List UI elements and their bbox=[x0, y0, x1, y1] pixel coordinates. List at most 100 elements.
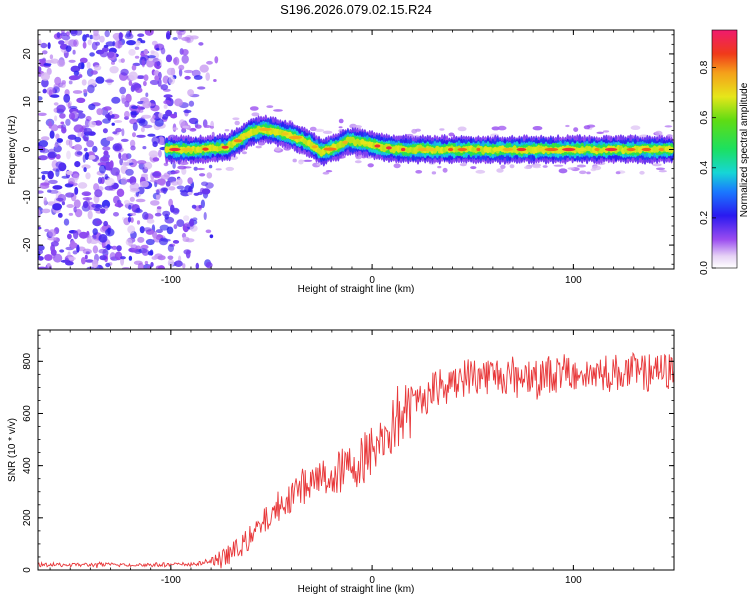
spectrogram-noise-cell bbox=[152, 141, 158, 148]
spectrogram-noise-cell bbox=[54, 115, 58, 122]
spectrogram-noise-cell bbox=[128, 204, 132, 210]
spectrogram-noise-cell bbox=[38, 112, 47, 116]
spectrogram-halo-cell bbox=[591, 165, 602, 171]
spectrogram-noise-cell bbox=[165, 54, 173, 63]
spectrogram-noise-cell bbox=[187, 191, 193, 196]
spectrogram-noise-cell bbox=[92, 228, 98, 236]
spectrogram-noise-cell bbox=[86, 68, 94, 77]
spectrogram-noise-cell bbox=[61, 34, 71, 41]
spectrogram-noise-cell bbox=[48, 179, 58, 184]
spectrogram-noise-cell bbox=[38, 266, 47, 269]
spectrogram-noise-cell bbox=[63, 218, 70, 226]
spectrogram-ylabel: Frequency (Hz) bbox=[7, 116, 18, 185]
spectrogram-noise-cell bbox=[68, 181, 74, 185]
spectrogram-noise-cell bbox=[44, 228, 50, 232]
spectrogram-noise-cell bbox=[68, 139, 73, 148]
spectrogram-noise-cell bbox=[87, 210, 93, 220]
spectrogram-noise-cell bbox=[163, 104, 168, 109]
spectrogram-noise-cell bbox=[172, 162, 176, 169]
spectrogram-halo-cell bbox=[431, 171, 437, 175]
spectrogram-noise-cell bbox=[104, 30, 110, 38]
spectrogram-halo-cell bbox=[338, 118, 344, 124]
spectrogram-halo-cell bbox=[652, 163, 662, 167]
spectrogram-ytick-label: 0 bbox=[22, 146, 33, 152]
spectrogram-ytick-label: 20 bbox=[22, 48, 33, 60]
spectrogram-noise-cell bbox=[77, 182, 88, 189]
spectrogram-noise-cell bbox=[154, 118, 164, 127]
spectrogram-noise-cell bbox=[99, 208, 106, 214]
spectrogram-noise-cell bbox=[209, 234, 214, 239]
spectrogram-noise-cell bbox=[95, 76, 105, 84]
spectrogram-noise-cell bbox=[167, 259, 175, 267]
spectrogram-noise-cell bbox=[67, 233, 72, 240]
spectrogram-noise-cell bbox=[104, 177, 115, 186]
spectrogram-noise-cell bbox=[166, 67, 175, 76]
spectrogram-noise-cell bbox=[44, 254, 53, 261]
spectrogram-noise-cell bbox=[130, 217, 134, 223]
spectrogram-noise-cell bbox=[155, 229, 163, 234]
spectrogram-peak-cell bbox=[575, 147, 587, 152]
spectrogram-peak-cell bbox=[537, 147, 546, 152]
spectrogram-noise-cell bbox=[50, 94, 60, 98]
spectrogram-noise-cell bbox=[65, 45, 72, 52]
snr-xtick-label: 100 bbox=[565, 575, 582, 586]
spectrogram-noise-cell bbox=[97, 162, 107, 167]
spectrogram-noise-cell bbox=[117, 173, 121, 182]
spectrogram-noise-cell bbox=[145, 92, 149, 98]
spectrogram-noise-cell bbox=[178, 64, 185, 71]
spectrogram-noise-cell bbox=[57, 212, 63, 218]
spectrogram-noise-cell bbox=[136, 75, 146, 79]
spectrogram-noise-cell bbox=[146, 265, 151, 269]
snr-frame bbox=[37, 329, 675, 571]
figure-title: S196.2026.079.02.15.R24 bbox=[280, 2, 432, 17]
spectrogram-noise-cell bbox=[99, 255, 108, 261]
spectrogram-halo-cell bbox=[630, 125, 641, 130]
spectrogram-noise-cell bbox=[84, 254, 88, 260]
spectrogram-noise-cell bbox=[76, 151, 83, 155]
spectrogram-noise-cell bbox=[89, 52, 95, 57]
spectrogram-noise-cell bbox=[103, 150, 109, 156]
spectrogram-noise-cell bbox=[163, 100, 171, 105]
spectrogram-noise-cell bbox=[111, 122, 115, 126]
spectrogram-noise-cell bbox=[166, 33, 171, 40]
spectrogram-noise-cell bbox=[38, 249, 44, 255]
spectrogram-noise-cell bbox=[124, 110, 130, 119]
spectrogram-noise-cell bbox=[49, 54, 54, 60]
spectrogram-noise-cell bbox=[40, 72, 51, 81]
spectrogram-noise-cell bbox=[120, 177, 128, 186]
spectrogram-peak-cell bbox=[241, 133, 252, 137]
spectrogram-noise-cell bbox=[142, 146, 147, 150]
spectrogram-ytick-label: -10 bbox=[22, 190, 33, 205]
spectrogram-noise-cell bbox=[185, 238, 195, 243]
spectrogram-noise-cell bbox=[90, 70, 98, 75]
spectrogram-halo-cell bbox=[393, 163, 401, 169]
spectrogram-noise-cell bbox=[53, 102, 59, 106]
spectrogram-noise-cell bbox=[174, 260, 183, 268]
spectrogram-noise-cell bbox=[92, 259, 99, 269]
spectrogram-noise-cell bbox=[109, 66, 119, 74]
spectrogram-noise-cell bbox=[156, 193, 161, 201]
spectrogram-noise-cell bbox=[61, 80, 66, 85]
spectrogram-noise-cell bbox=[198, 42, 204, 46]
spectrogram-noise-cell bbox=[116, 188, 125, 197]
spectrogram-noise-cell bbox=[86, 61, 91, 69]
spectrogram-noise-cell bbox=[120, 256, 126, 260]
spectrogram-noise-cell bbox=[55, 133, 60, 140]
spectrogram-noise-cell bbox=[151, 172, 161, 177]
spectrogram-halo-cell bbox=[664, 125, 673, 128]
spectrogram-noise-cell bbox=[92, 245, 99, 254]
spectrogram-noise-cell bbox=[176, 185, 185, 190]
spectrogram-noise-cell bbox=[87, 39, 92, 46]
spectrogram-noise-cell bbox=[107, 51, 115, 58]
spectrogram-noise-cell bbox=[167, 244, 174, 253]
spectrogram-noise-cell bbox=[55, 197, 64, 202]
spectrogram-halo-cell bbox=[203, 125, 212, 128]
spectrogram-noise-cell bbox=[142, 124, 153, 129]
spectrogram-halo-cell bbox=[354, 160, 362, 164]
spectrogram-halo-cell bbox=[415, 128, 421, 132]
spectrogram-noise-cell bbox=[54, 143, 59, 148]
spectrogram-noise-cell bbox=[38, 209, 41, 218]
spectrogram-halo-cell bbox=[490, 133, 499, 138]
spectrogram-noise-cell bbox=[88, 103, 96, 111]
